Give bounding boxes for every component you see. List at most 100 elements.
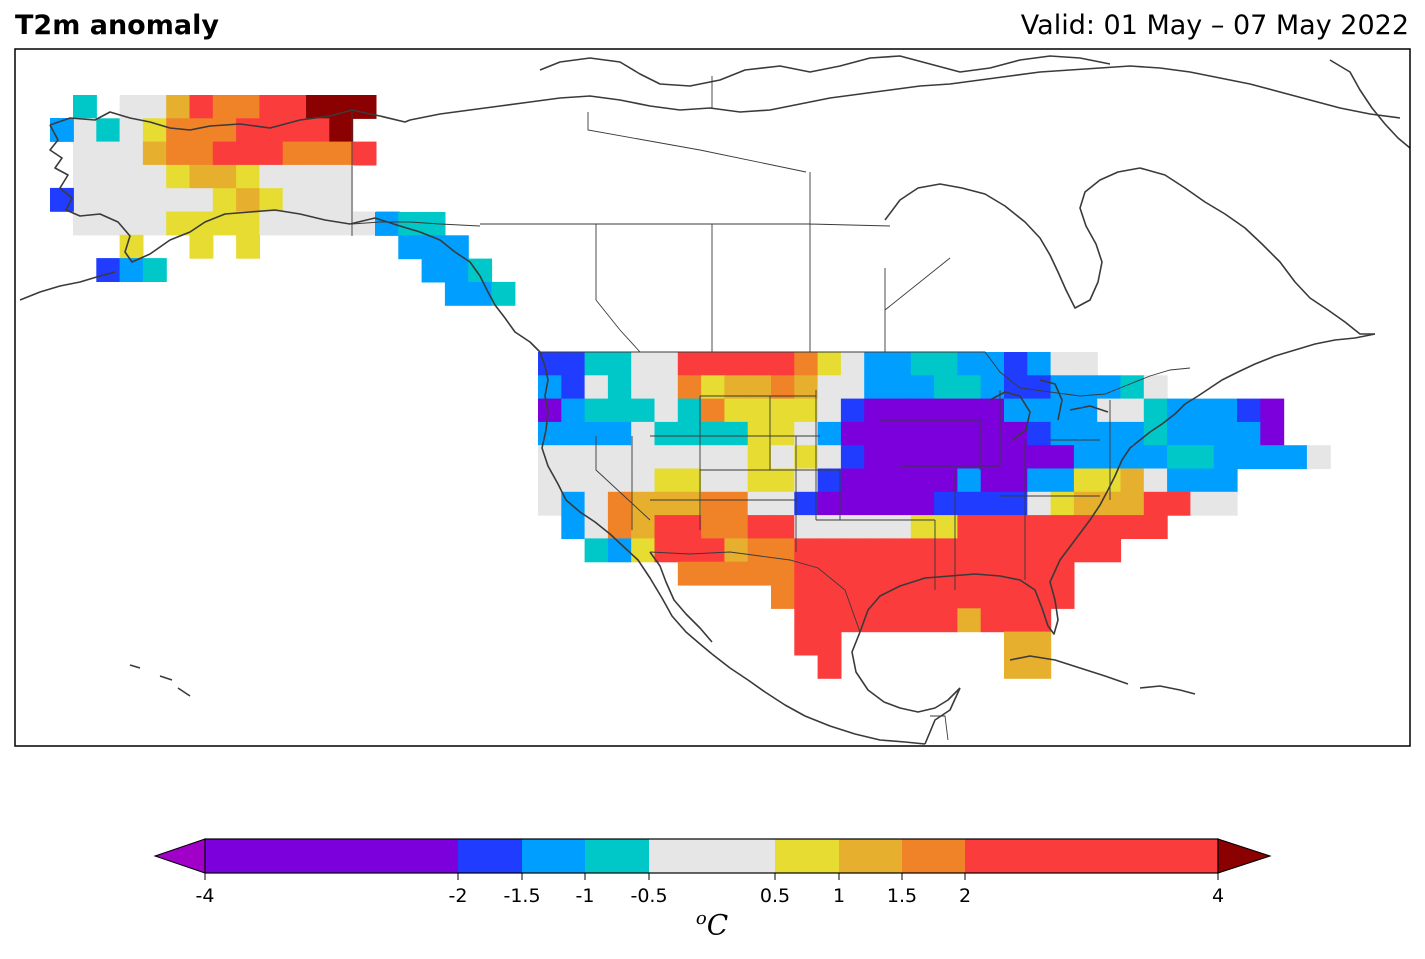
anomaly-grid: [50, 95, 1331, 679]
unit-base: C: [706, 908, 729, 942]
anomaly-cell: [96, 188, 121, 213]
anomaly-cell: [934, 585, 958, 609]
anomaly-cell: [1167, 421, 1191, 446]
anomaly-cell: [1283, 445, 1308, 470]
colorbar-tick-label: -1: [575, 885, 595, 907]
anomaly-cell: [142, 95, 167, 119]
anomaly-cell: [584, 445, 609, 470]
anomaly-cell: [980, 375, 1005, 400]
anomaly-cell: [1027, 491, 1052, 516]
anomaly-cell: [189, 234, 214, 259]
anomaly-cell: [584, 515, 609, 539]
anomaly-cell: [1050, 585, 1075, 609]
anomaly-cell: [934, 352, 958, 376]
anomaly-cell: [1237, 421, 1261, 446]
anomaly-cell: [73, 211, 97, 236]
anomaly-cell: [631, 445, 656, 470]
anomaly-cell: [1004, 561, 1028, 586]
anomaly-cell: [701, 468, 725, 493]
anomaly-cell: [887, 421, 912, 446]
anomaly-cell: [329, 118, 354, 143]
anomaly-cell: [259, 211, 284, 236]
anomaly-cell: [817, 561, 842, 586]
anomaly-cell: [538, 445, 562, 470]
anomaly-cell: [910, 445, 935, 470]
anomaly-cell: [864, 515, 889, 539]
anomaly-cell: [306, 95, 330, 119]
anomaly-cell: [864, 491, 889, 516]
anomaly-cell: [607, 445, 632, 470]
anomaly-cell: [887, 491, 912, 516]
anomaly-cell: [1004, 538, 1028, 563]
anomaly-cell: [957, 538, 982, 563]
anomaly-cell: [1027, 468, 1052, 493]
anomaly-cell: [1260, 421, 1285, 446]
coastline-great-lakes: [989, 379, 1109, 441]
anomaly-cell: [794, 468, 819, 493]
anomaly-cell: [631, 515, 656, 539]
anomaly-cell: [1237, 445, 1261, 470]
anomaly-cell: [306, 188, 330, 213]
anomaly-cell: [840, 398, 865, 423]
colorbar-unit-label: oC: [696, 908, 728, 941]
anomaly-cell: [1097, 515, 1122, 539]
anomaly-cell: [817, 375, 842, 400]
anomaly-cell: [561, 491, 586, 516]
anomaly-cell: [957, 585, 982, 609]
colorbar-bin: [522, 839, 585, 873]
anomaly-cell: [607, 538, 632, 563]
anomaly-cell: [934, 608, 958, 633]
colorbar-bin: [902, 839, 965, 873]
anomaly-cell: [329, 95, 354, 119]
anomaly-cell: [306, 164, 330, 189]
anomaly-cell: [631, 352, 656, 376]
anomaly-cell: [864, 421, 889, 446]
anomaly-cell: [259, 164, 284, 189]
map-panel: [14, 48, 1411, 747]
anomaly-cell: [677, 515, 702, 539]
anomaly-cell: [910, 538, 935, 563]
anomaly-cell: [1120, 491, 1145, 516]
anomaly-cell: [701, 445, 725, 470]
colorbar-bin: [649, 839, 775, 873]
anomaly-cell: [1050, 538, 1075, 563]
anomaly-cell: [561, 398, 586, 423]
anomaly-cell: [119, 211, 144, 236]
anomaly-cell: [236, 141, 260, 166]
anomaly-cell: [352, 95, 377, 119]
colorbar-bins: [205, 839, 1218, 873]
anomaly-cell: [1073, 538, 1098, 563]
coastline-hudson: [884, 167, 1141, 309]
anomaly-cell: [887, 585, 912, 609]
anomaly-cell: [329, 188, 354, 213]
anomaly-cell: [910, 375, 935, 400]
anomaly-cell: [282, 118, 307, 143]
anomaly-cell: [887, 538, 912, 563]
anomaly-cell: [910, 585, 935, 609]
anomaly-cell: [1097, 375, 1122, 400]
anomaly-cell: [1213, 445, 1238, 470]
colorbar-over-arrow: [1217, 838, 1272, 874]
anomaly-cell: [724, 561, 749, 586]
anomaly-cell: [96, 211, 121, 236]
anomaly-cell: [957, 398, 982, 423]
anomaly-cell: [980, 585, 1005, 609]
border-canada-provinces: [480, 76, 951, 353]
colorbar-tick-label: 1.5: [886, 885, 918, 907]
anomaly-cell: [1050, 445, 1075, 470]
coastline-central-america: [924, 687, 961, 745]
anomaly-cell: [677, 421, 702, 446]
anomaly-cell: [934, 445, 958, 470]
anomaly-cell: [1143, 375, 1168, 400]
anomaly-cell: [771, 538, 795, 563]
anomaly-cell: [654, 468, 679, 493]
anomaly-cell: [794, 491, 819, 516]
anomaly-cell: [166, 141, 191, 166]
anomaly-cell: [794, 538, 819, 563]
anomaly-cell: [724, 421, 749, 446]
anomaly-cell: [864, 398, 889, 423]
anomaly-cell: [1190, 468, 1215, 493]
anomaly-cell: [259, 141, 284, 166]
anomaly-cell: [957, 608, 982, 633]
